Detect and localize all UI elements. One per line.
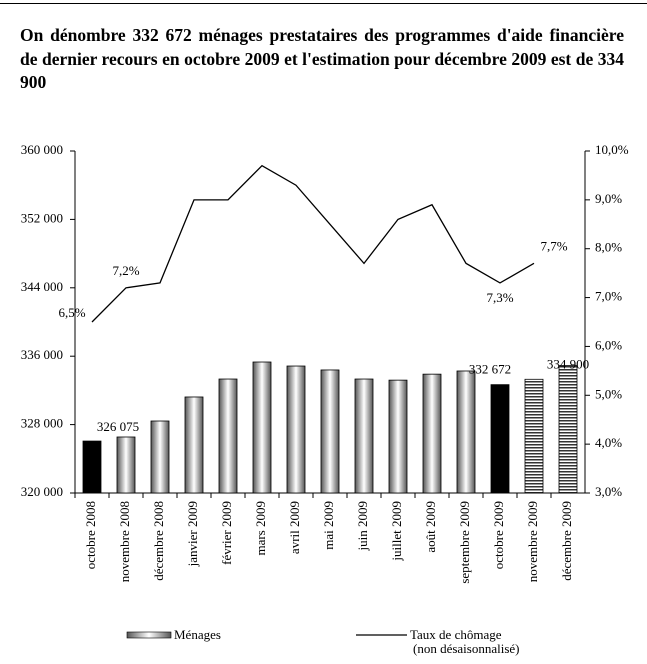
y2-tick-label: 4,0%: [595, 435, 622, 450]
y2-tick-label: 10,0%: [595, 142, 629, 157]
x-tick-label: novembre 2008: [117, 501, 132, 582]
x-tick-label: avril 2009: [287, 501, 302, 554]
y2-tick-label: 8,0%: [595, 240, 622, 255]
x-tick-label: février 2009: [219, 501, 234, 565]
bar: [286, 365, 306, 494]
y2-tick-label: 3,0%: [595, 484, 622, 499]
legend-note: (non désaisonnalisé): [413, 641, 520, 656]
y-tick-label: 328 000: [21, 416, 63, 431]
top-border: [0, 3, 647, 4]
y-tick-label: 320 000: [21, 484, 63, 499]
bar: [320, 369, 340, 494]
y2-tick-label: 6,0%: [595, 337, 622, 352]
x-tick-label: octobre 2009: [491, 501, 506, 569]
bar: [150, 420, 170, 494]
x-tick-label: janvier 2009: [185, 501, 200, 567]
line-label: 6,5%: [58, 305, 85, 320]
y-tick-label: 352 000: [21, 210, 63, 225]
y-tick-label: 336 000: [21, 347, 63, 362]
y2-tick-label: 5,0%: [595, 386, 622, 401]
bar: [184, 396, 204, 494]
line-label: 7,3%: [486, 290, 513, 305]
legend-swatch: [126, 631, 172, 639]
x-tick-label: août 2009: [423, 501, 438, 553]
x-tick-label: juillet 2009: [389, 501, 404, 562]
x-tick-label: mai 2009: [321, 501, 336, 550]
x-tick-label: juin 2009: [355, 501, 370, 551]
bar: [252, 361, 272, 494]
x-tick-label: décembre 2009: [559, 501, 574, 581]
line-label: 7,7%: [540, 238, 567, 253]
y-tick-label: 360 000: [21, 142, 63, 157]
x-tick-label: mars 2009: [253, 501, 268, 556]
x-tick-label: octobre 2008: [83, 501, 98, 569]
x-tick-label: septembre 2009: [457, 501, 472, 584]
y-tick-label: 344 000: [21, 279, 63, 294]
legend-label: Ménages: [174, 627, 221, 642]
bar: [218, 378, 238, 494]
bar: [558, 365, 578, 494]
x-tick-label: novembre 2009: [525, 501, 540, 582]
bar: [82, 440, 102, 494]
bar: [388, 379, 408, 494]
bar-label: 332 672: [469, 362, 511, 377]
line-label: 7,2%: [112, 263, 139, 278]
y2-tick-label: 9,0%: [595, 191, 622, 206]
chart-title: On dénombre 332 672 ménages prestataires…: [20, 25, 624, 92]
bar: [422, 373, 442, 494]
bar-label: 334 900: [547, 357, 589, 372]
x-tick-label: décembre 2008: [151, 501, 166, 581]
line: [91, 164, 535, 323]
bar-label: 326 075: [97, 419, 139, 434]
bar: [116, 436, 136, 494]
bar: [354, 378, 374, 494]
bar: [490, 384, 510, 494]
bar: [524, 378, 544, 494]
y2-tick-label: 7,0%: [595, 289, 622, 304]
legend-label: Taux de chômage: [410, 627, 502, 642]
bar: [456, 370, 476, 494]
